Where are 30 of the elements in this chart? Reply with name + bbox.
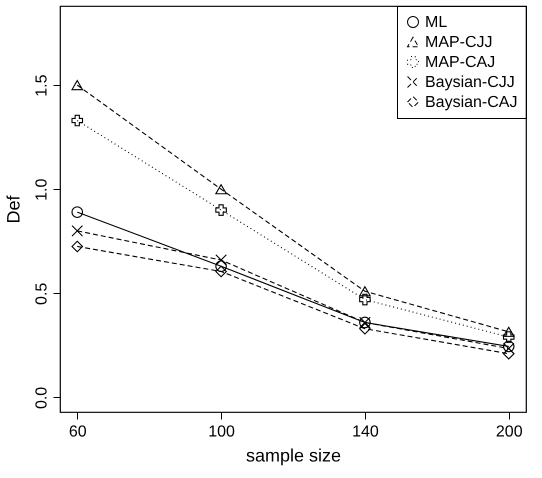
point <box>71 114 84 126</box>
point <box>502 326 515 337</box>
point <box>215 204 227 216</box>
point <box>359 286 371 296</box>
point <box>359 322 371 335</box>
legend-label: MAP-CAJ <box>425 54 496 71</box>
x-axis-title: sample size <box>246 446 342 466</box>
point <box>215 254 227 266</box>
point <box>359 294 371 306</box>
point <box>215 184 227 194</box>
legend-label: MAP-CJJ <box>425 34 493 51</box>
y-tick-label: 1.5 <box>34 74 50 97</box>
point <box>71 80 84 90</box>
legend-label: ML <box>425 14 448 31</box>
x-tick-label: 140 <box>352 424 379 440</box>
x-tick-label: 200 <box>496 424 523 440</box>
point <box>215 266 227 278</box>
x-tick-label: 60 <box>68 424 87 440</box>
x-tick-label: 100 <box>208 424 236 440</box>
y-tick-label: 0.0 <box>34 386 50 410</box>
legend-label: Baysian-CAJ <box>425 94 518 111</box>
y-axis-title: Def <box>4 194 24 224</box>
point <box>71 225 84 237</box>
point <box>71 240 84 252</box>
point <box>215 260 227 272</box>
y-tick-label: 1.0 <box>34 178 50 201</box>
y-tick-label: 0.5 <box>34 282 50 305</box>
point <box>71 206 84 218</box>
point <box>502 331 515 343</box>
legend-label: Baysian-CJJ <box>425 74 515 91</box>
